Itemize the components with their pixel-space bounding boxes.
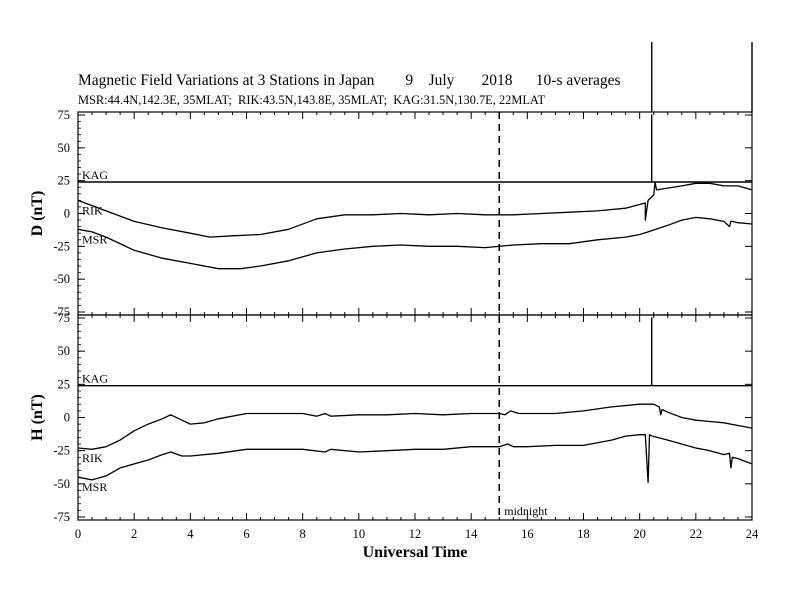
series-label-msr-d: MSR — [82, 232, 107, 246]
y-tick-label-h: 75 — [58, 311, 71, 325]
x-tick-label: 10 — [353, 527, 366, 541]
y-tick-label-h: -50 — [53, 477, 70, 491]
y-axis-label-d: D (nT) — [29, 191, 46, 237]
series-line-kag-d — [78, 114, 752, 183]
y-axis-label-h: H (nT) — [29, 394, 46, 441]
x-axis-label: Universal Time — [363, 544, 468, 561]
y-tick-label-d: -25 — [53, 239, 70, 253]
y-tick-label-h: -25 — [53, 444, 70, 458]
series-line-msr-d — [77, 216, 753, 270]
panel-frame-h — [77, 314, 753, 521]
series-line-rik-h — [77, 403, 753, 450]
series-label-rik-d: RIK — [82, 203, 103, 217]
x-tick-label: 8 — [300, 527, 306, 541]
series-label-rik-h: RIK — [82, 451, 103, 465]
y-tick-label-d: 75 — [58, 108, 71, 122]
y-tick-label-h: 50 — [58, 344, 71, 358]
midnight-marker-label: midnight — [504, 504, 548, 518]
x-tick-label: 4 — [187, 527, 194, 541]
y-tick-label-d: 0 — [64, 207, 70, 221]
chart-title: Magnetic Field Variations at 3 Stations … — [78, 72, 621, 89]
series-label-kag-d: KAG — [82, 168, 108, 182]
y-tick-label-d: 25 — [58, 174, 71, 188]
x-tick-label: 24 — [746, 527, 759, 541]
series-line-kag-h — [78, 317, 752, 387]
y-tick-label-d: -50 — [53, 272, 70, 286]
x-tick-label: 18 — [577, 527, 590, 541]
x-tick-label: 2 — [131, 527, 137, 541]
x-tick-label: 6 — [243, 527, 249, 541]
series-label-msr-h: MSR — [82, 480, 107, 494]
series-line-msr-h — [77, 434, 753, 484]
y-tick-label-h: -75 — [53, 510, 70, 524]
x-tick-label: 0 — [75, 527, 81, 541]
series-line-rik-d — [77, 181, 753, 238]
x-tick-label: 14 — [465, 527, 478, 541]
chart-subtitle-stations: MSR:44.4N,142.3E, 35MLAT; RIK:43.5N,143.… — [78, 93, 546, 107]
y-tick-label-d: 50 — [58, 141, 71, 155]
x-tick-label: 22 — [690, 527, 703, 541]
series-label-kag-h: KAG — [82, 372, 108, 386]
y-tick-label-d: -75 — [53, 305, 70, 319]
x-tick-label: 16 — [521, 527, 534, 541]
y-tick-label-h: 0 — [64, 411, 70, 425]
y-tick-label-h: 25 — [58, 377, 71, 391]
x-tick-label: 20 — [633, 527, 646, 541]
x-tick-label: 12 — [409, 527, 422, 541]
